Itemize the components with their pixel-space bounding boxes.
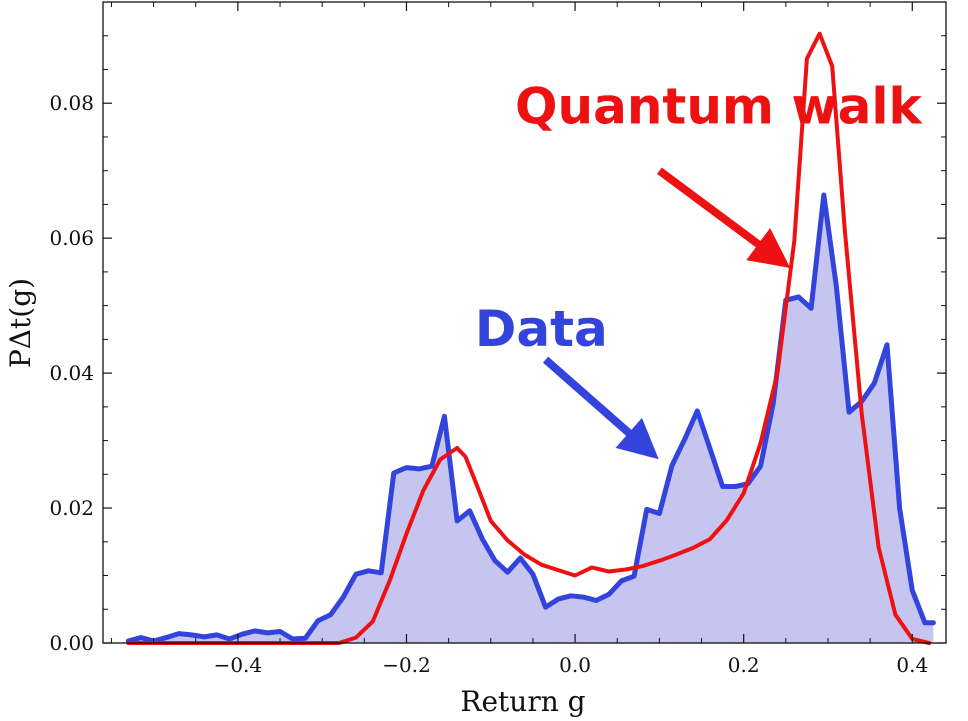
data-area-fill — [128, 194, 934, 643]
quantum-walk-series-line — [126, 31, 932, 645]
y-tick-label: 0.02 — [49, 496, 94, 520]
annotations: Quantum walk Data — [475, 77, 924, 460]
y-tick-label: 0.08 — [49, 91, 94, 115]
data-series-line — [125, 192, 936, 644]
axis-ticks: −0.4 −0.2 0.0 0.2 0.4 0.00 0.02 0.04 0.06 0.08 — [49, 2, 946, 677]
quantum-walk-annotation: Quantum walk — [515, 77, 924, 135]
y-tick-label: 0.00 — [49, 631, 94, 655]
y-axis-label: PΔt(g) — [4, 278, 37, 368]
x-tick-label: −0.4 — [214, 653, 263, 677]
x-tick-label: 0.0 — [559, 653, 591, 677]
data-annotation: Data — [475, 300, 608, 358]
x-tick-label: −0.2 — [382, 653, 431, 677]
axes-border — [102, 1, 947, 644]
y-tick-label: 0.04 — [49, 361, 94, 385]
plot-area — [125, 31, 936, 645]
x-tick-label: 0.2 — [728, 653, 760, 677]
y-tick-label: 0.06 — [49, 226, 94, 250]
x-axis-label: Return g — [460, 685, 585, 718]
data-arrow — [542, 356, 659, 460]
quantum-walk-arrow — [656, 167, 791, 268]
x-tick-label: 0.4 — [896, 653, 928, 677]
axes-frame — [102, 1, 947, 644]
